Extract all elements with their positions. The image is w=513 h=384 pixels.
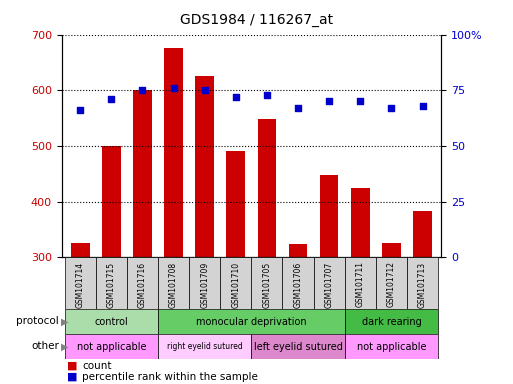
Bar — [351, 188, 369, 384]
Text: GSM101713: GSM101713 — [418, 262, 427, 308]
Text: count: count — [82, 361, 112, 371]
Text: GSM101709: GSM101709 — [200, 262, 209, 308]
Bar — [158, 309, 345, 334]
Text: GSM101707: GSM101707 — [325, 262, 333, 308]
Point — [325, 98, 333, 104]
Bar — [65, 309, 158, 334]
Bar — [102, 146, 121, 384]
Bar — [96, 257, 127, 309]
Point — [419, 103, 427, 109]
Bar — [413, 211, 432, 384]
Point — [201, 87, 209, 93]
Bar — [258, 119, 277, 384]
Bar — [71, 243, 90, 384]
Bar — [251, 334, 345, 359]
Text: GSM101712: GSM101712 — [387, 262, 396, 308]
Text: right eyelid sutured: right eyelid sutured — [167, 342, 243, 351]
Text: GSM101705: GSM101705 — [263, 262, 271, 308]
Text: percentile rank within the sample: percentile rank within the sample — [82, 372, 258, 382]
Bar — [251, 257, 283, 309]
Text: GSM101706: GSM101706 — [293, 262, 303, 308]
Text: not applicable: not applicable — [357, 341, 426, 352]
Point — [263, 92, 271, 98]
Bar — [133, 90, 152, 384]
Text: ■: ■ — [67, 372, 77, 382]
Text: left eyelid sutured: left eyelid sutured — [253, 341, 343, 352]
Text: GSM101715: GSM101715 — [107, 262, 116, 308]
Bar — [407, 257, 438, 309]
Text: GDS1984 / 116267_at: GDS1984 / 116267_at — [180, 13, 333, 27]
Point — [294, 105, 302, 111]
Bar — [320, 175, 339, 384]
Point — [356, 98, 364, 104]
Bar — [345, 309, 438, 334]
Text: protocol: protocol — [16, 316, 59, 326]
Bar — [289, 245, 307, 384]
Point — [232, 94, 240, 100]
Bar — [345, 257, 376, 309]
Bar — [158, 334, 251, 359]
Point — [107, 96, 115, 102]
Text: other: other — [31, 341, 59, 351]
Bar — [345, 334, 438, 359]
Text: ■: ■ — [67, 361, 77, 371]
Bar — [283, 257, 313, 309]
Text: ▶: ▶ — [61, 316, 68, 326]
Text: GSM101711: GSM101711 — [356, 262, 365, 308]
Point — [387, 105, 396, 111]
Text: not applicable: not applicable — [76, 341, 146, 352]
Bar — [65, 334, 158, 359]
Text: ▶: ▶ — [61, 341, 68, 351]
Text: control: control — [94, 316, 128, 327]
Bar — [376, 257, 407, 309]
Bar — [158, 257, 189, 309]
Point — [169, 85, 177, 91]
Text: GSM101710: GSM101710 — [231, 262, 240, 308]
Text: GSM101708: GSM101708 — [169, 262, 178, 308]
Text: GSM101716: GSM101716 — [138, 262, 147, 308]
Bar — [65, 257, 96, 309]
Bar — [164, 48, 183, 384]
Bar — [220, 257, 251, 309]
Bar — [195, 76, 214, 384]
Point — [139, 87, 147, 93]
Text: dark rearing: dark rearing — [362, 316, 421, 327]
Bar — [313, 257, 345, 309]
Text: GSM101714: GSM101714 — [76, 262, 85, 308]
Bar — [382, 243, 401, 384]
Point — [76, 107, 84, 113]
Bar — [226, 152, 245, 384]
Bar — [189, 257, 220, 309]
Text: monocular deprivation: monocular deprivation — [196, 316, 307, 327]
Bar — [127, 257, 158, 309]
